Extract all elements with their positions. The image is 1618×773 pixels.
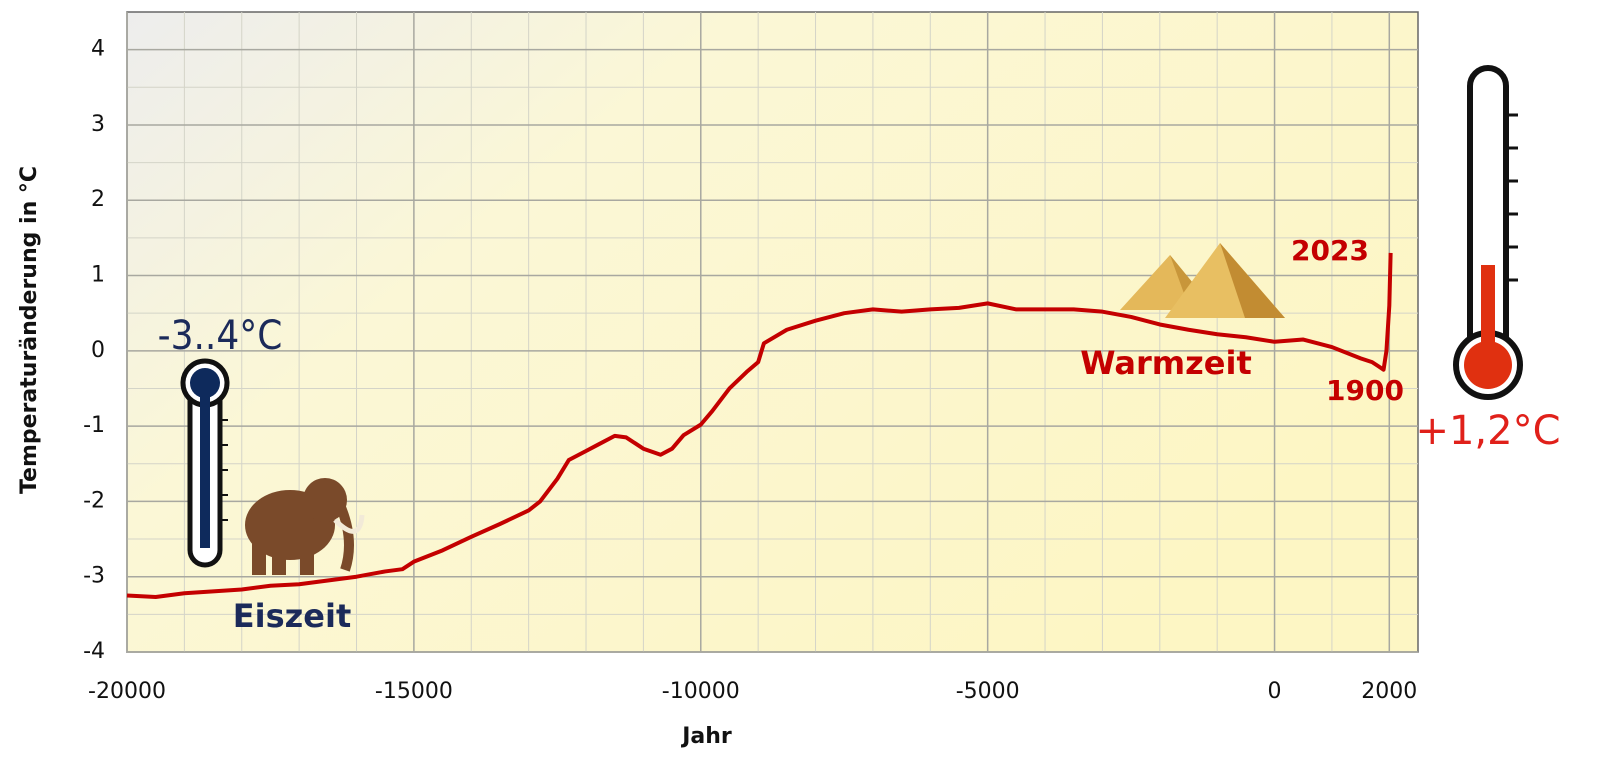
y-tick-label: -3 <box>83 564 105 589</box>
x-tick-label: 2000 <box>1361 679 1417 704</box>
y-tick-label: 3 <box>91 112 105 137</box>
annotation: -3..4°C <box>158 313 283 359</box>
annotation: 1900 <box>1326 374 1404 407</box>
y-tick-label: -1 <box>83 413 105 438</box>
annotation: Warmzeit <box>1080 344 1251 382</box>
cold-thermometer-icon <box>180 358 230 568</box>
x-axis-label: Jahr <box>680 724 732 749</box>
y-tick-label: -2 <box>83 488 105 513</box>
y-axis-label: Temperaturänderung in °C <box>17 166 42 494</box>
annotation: Eiszeit <box>233 597 351 635</box>
data-line <box>126 252 1393 600</box>
x-tick-label: -15000 <box>375 679 453 704</box>
mammoth-icon <box>245 478 365 575</box>
x-tick-label: -20000 <box>88 679 166 704</box>
pyramids-icon <box>1120 243 1285 318</box>
warm-thermometer-icon <box>1453 65 1523 400</box>
annotation: +1,2°C <box>1415 408 1560 454</box>
x-tick-label: 0 <box>1268 679 1282 704</box>
y-tick-label: 1 <box>91 263 105 288</box>
x-tick-label: -5000 <box>956 679 1020 704</box>
annotation: 2023 <box>1291 234 1369 267</box>
plot-area <box>126 11 1419 653</box>
y-tick-label: 2 <box>91 187 105 212</box>
y-tick-label: 0 <box>91 338 105 363</box>
x-tick-label: -10000 <box>662 679 740 704</box>
y-tick-label: -4 <box>83 639 105 664</box>
y-tick-label: 4 <box>91 37 105 62</box>
